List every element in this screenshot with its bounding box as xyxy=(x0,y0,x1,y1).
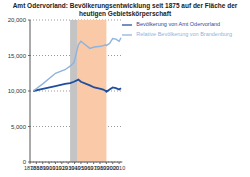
html-text:Relative Bevölkerung von Brand: Relative Bevölkerung von Brandenburg xyxy=(136,31,232,38)
svg-text:15,000: 15,000 xyxy=(8,53,27,59)
html-text:Bevölkerung von Amt Odervorlan: Bevölkerung von Amt Odervorland xyxy=(136,21,221,28)
svg-text:10,000: 10,000 xyxy=(8,88,27,94)
svg-text:5,000: 5,000 xyxy=(11,124,27,130)
svg-text:0: 0 xyxy=(23,159,27,165)
svg-text:2010: 2010 xyxy=(113,165,125,171)
html-text:Amt Odervorland: Bevölkerungse: Amt Odervorland: Bevölkerungsentwicklung… xyxy=(12,2,238,17)
svg-text:20,000: 20,000 xyxy=(8,18,27,23)
